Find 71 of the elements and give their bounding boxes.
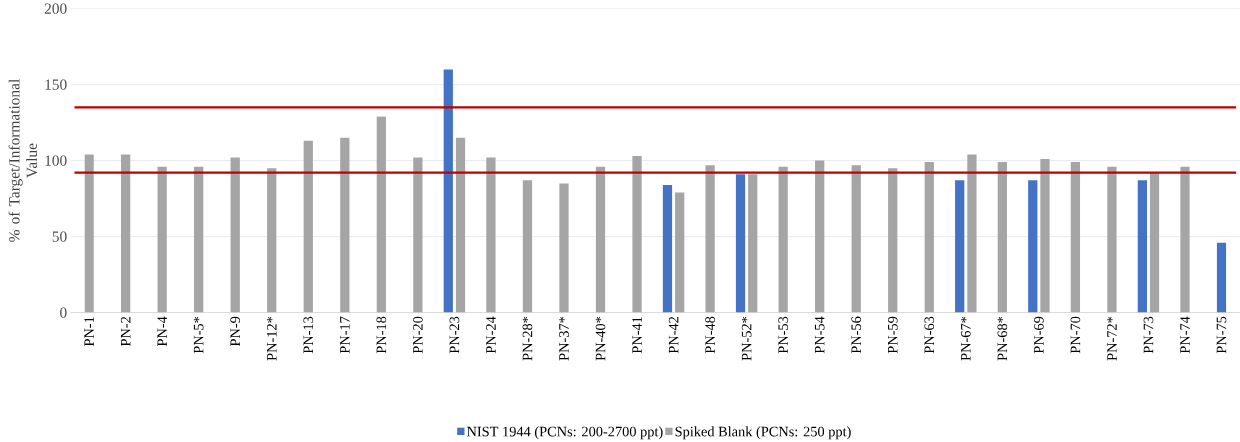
bar [1107, 166, 1117, 313]
bar [595, 166, 606, 313]
bar [84, 154, 94, 313]
x-tick-label: PN-1 [84, 317, 94, 347]
x-tick-label: PN-48 [705, 316, 715, 354]
x-tick-label: PN-5* [193, 316, 204, 354]
x-tick-label: PN-12* [266, 316, 277, 361]
y-tick-label: 200 [44, 3, 67, 14]
bar [632, 156, 642, 313]
y-tick-label: 0 [60, 307, 67, 318]
bar [443, 69, 453, 313]
x-tick-label: PN-20 [413, 316, 423, 354]
y-tick-label: 150 [45, 79, 67, 90]
legend-label: Spiked Blank (PCNs: 250 ppt) [675, 426, 851, 440]
x-tick-label: PN-74 [1180, 316, 1190, 354]
bar [230, 157, 240, 313]
bar [1028, 180, 1038, 313]
x-tick-label: PN-72* [1107, 316, 1117, 361]
bar [340, 137, 350, 313]
x-tick-label: PN-56 [851, 316, 862, 354]
bar [376, 116, 386, 313]
bar [815, 160, 825, 313]
bar [1137, 180, 1147, 313]
y-tick-label: 100 [45, 155, 67, 166]
x-tick-label: PN-52* [741, 316, 752, 361]
x-tick-label: PN-37* [559, 316, 569, 361]
bar [486, 157, 496, 313]
x-tick-label: PN-73 [1143, 316, 1154, 354]
bar [997, 162, 1007, 313]
bar [157, 166, 167, 313]
x-tick-label: PN-69 [1034, 316, 1044, 354]
bar [1180, 166, 1190, 313]
bar [705, 165, 715, 313]
x-tick-label: PN-41 [632, 317, 642, 354]
x-tick-label: PN-70 [1070, 316, 1081, 354]
x-tick-label: PN-18 [376, 316, 387, 354]
x-tick-label: PN-40* [595, 316, 606, 361]
x-tick-label: PN-42 [668, 317, 679, 354]
bar [851, 165, 861, 313]
bar [522, 180, 533, 313]
bar [120, 154, 131, 313]
legend-label: NIST 1944 (PCNs: 200-2700 ppt) [466, 426, 663, 440]
bar [559, 183, 569, 313]
y-axis-title: % of Target/Informational Value [8, 79, 38, 242]
x-tick-label: PN-67* [960, 316, 971, 361]
x-tick-label: PN-17 [340, 316, 350, 354]
x-tick-label: PN-54 [814, 316, 825, 354]
y-tick-label: 50 [52, 231, 67, 242]
x-tick-label: PN-24 [486, 316, 496, 354]
bar [267, 168, 277, 313]
bar [1070, 162, 1081, 313]
x-tick-label: PN-68* [997, 316, 1008, 361]
x-tick-label: PN-13 [303, 316, 314, 354]
bar [413, 157, 423, 313]
x-tick-label: PN-63 [924, 316, 935, 354]
x-tick-label: PN-23 [449, 316, 460, 354]
x-tick-label: PN-75 [1216, 316, 1227, 354]
x-tick-label: PN-4 [157, 316, 167, 347]
bar [303, 140, 313, 313]
bar [778, 166, 788, 313]
x-tick-label: PN-53 [778, 316, 788, 354]
x-tick-label: PN-28* [522, 316, 533, 361]
bar [888, 168, 898, 313]
x-tick-label: PN-2 [120, 317, 131, 347]
bar [662, 184, 673, 313]
bar [735, 174, 746, 313]
bar [955, 180, 965, 313]
x-tick-label: PN-59 [887, 316, 898, 354]
bar [924, 162, 934, 313]
bar [194, 166, 204, 313]
x-tick-label: PN-9 [230, 316, 241, 347]
